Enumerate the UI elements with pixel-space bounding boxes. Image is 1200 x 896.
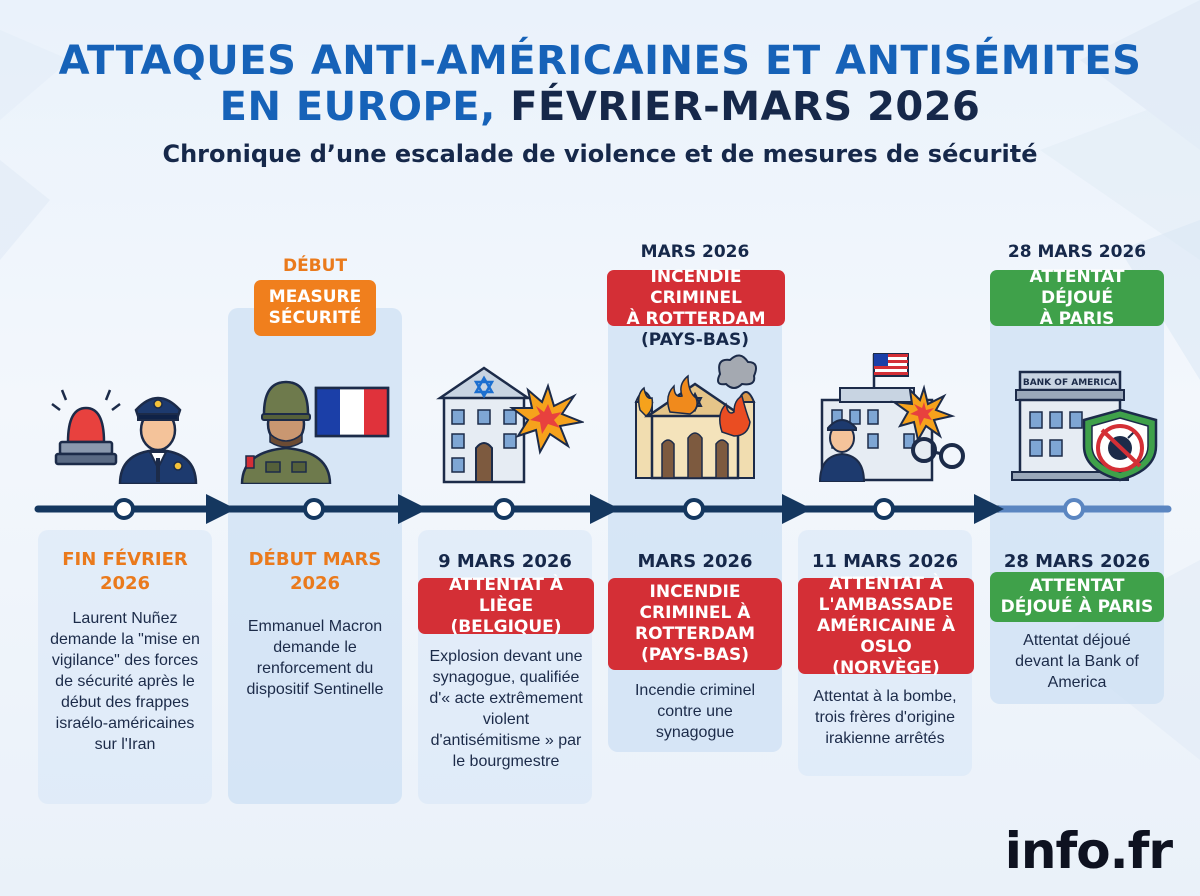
soldier-french-flag-icon (240, 380, 390, 484)
event-description: Emmanuel Macron demande le renforcement … (246, 618, 384, 698)
title-part: FÉVRIER-MARS 2026 (510, 84, 981, 130)
event-description: Attentat déjoué devant la Bank of Americ… (1015, 632, 1139, 691)
event-description: Attentat à la bombe, trois frères d'orig… (813, 688, 957, 747)
pill-line: À ROTTERDAM (626, 308, 766, 329)
event-date: MARS 2026 (637, 551, 753, 572)
date-line: DÉBUT MARS (248, 549, 382, 570)
pill-line: ATTENTAT À (448, 574, 564, 595)
pill-line: À PARIS (1039, 308, 1115, 329)
pill-line: (PAYS-BAS) (641, 645, 749, 665)
event-pill: ATTENTAT DÉJOUÉ À PARIS (990, 572, 1164, 622)
synagogue-fire-icon (634, 354, 757, 480)
event-date: 11 MARS 2026 (811, 551, 959, 572)
pill-line: L'AMBASSADE (818, 594, 954, 615)
title-line-2: EN EUROPE, FÉVRIER-MARS 2026 (0, 84, 1200, 130)
column-panel-1 (38, 530, 212, 804)
event-description: Laurent Nuñez demande la "mise en vigila… (50, 610, 200, 753)
event-date: FIN FÉVRIER 2026 (38, 548, 212, 596)
header: ATTAQUES ANTI-AMÉRICAINES ET ANTISÉMITES… (0, 38, 1200, 168)
pill-line: INCENDIE (649, 582, 741, 602)
top-date: 28 MARS 2026 (1007, 242, 1147, 262)
police-officer-siren-icon (51, 389, 198, 484)
title-line-1: ATTAQUES ANTI-AMÉRICAINES ET ANTISÉMITES (0, 38, 1200, 84)
pill-line: DÉJOUÉ À PARIS (1000, 597, 1154, 617)
brand-logo: info.fr (1004, 822, 1173, 880)
pill-line: AMÉRICAINE À (817, 615, 955, 636)
top-date: MARS 2026 (640, 242, 750, 262)
top-pill: MEASURE SÉCURITÉ (254, 280, 376, 336)
title-part: EN EUROPE, (219, 84, 496, 130)
timeline-axis (34, 494, 1172, 524)
top-sub-label: (PAYS-BAS) (641, 330, 749, 350)
pill-line: CRIMINEL À (639, 603, 751, 623)
pill-line: SÉCURITÉ (268, 308, 362, 328)
date-line: FIN FÉVRIER (62, 549, 188, 570)
pill-line: ATTENTAT À (828, 573, 944, 594)
top-pill: INCENDIE CRIMINEL À ROTTERDAM (607, 266, 785, 329)
top-pill: ATTENTAT DÉJOUÉ À PARIS (990, 266, 1164, 329)
event-pill: ATTENTAT À L'AMBASSADE AMÉRICAINE À OSLO… (798, 574, 974, 678)
pill-line: ROTTERDAM (634, 624, 755, 644)
date-line: 2026 (99, 573, 151, 594)
event-description: Incendie criminel contre une synagogue (634, 682, 756, 741)
event-date: 28 MARS 2026 (1003, 551, 1151, 572)
pill-line: MEASURE (268, 287, 362, 307)
embassy-attack-icon (818, 353, 965, 482)
pill-line: OSLO (NORVÈGE) (832, 636, 940, 678)
pill-line: LIÈGE (BELGIQUE) (450, 595, 562, 637)
pill-line: INCENDIE CRIMINEL (650, 266, 742, 308)
event-pill: ATTENTAT À LIÈGE (BELGIQUE) (418, 574, 594, 637)
event-description: Explosion devant une synagogue, qualifié… (429, 648, 583, 770)
column-panel-3 (418, 530, 592, 804)
subtitle: Chronique d’une escalade de violence et … (162, 140, 1038, 168)
bank-sign-text: BANK OF AMERICA (1023, 378, 1117, 388)
synagogue-explosion-icon (436, 366, 584, 484)
event-date: 9 MARS 2026 (438, 551, 572, 572)
pill-line: ATTENTAT DÉJOUÉ (1029, 266, 1125, 308)
event-date: DÉBUT MARS 2026 (228, 548, 402, 596)
date-line: 2026 (289, 573, 341, 594)
pill-line: ATTENTAT (1029, 576, 1125, 596)
title-part: ATTAQUES ANTI-AMÉRICAINES ET ANTISÉMITES (58, 38, 1142, 84)
event-pill: INCENDIE CRIMINEL À ROTTERDAM (PAYS-BAS) (608, 578, 782, 670)
bank-shield-icon: BANK OF AMERICA (1011, 370, 1158, 482)
top-label: DÉBUT (282, 256, 348, 276)
